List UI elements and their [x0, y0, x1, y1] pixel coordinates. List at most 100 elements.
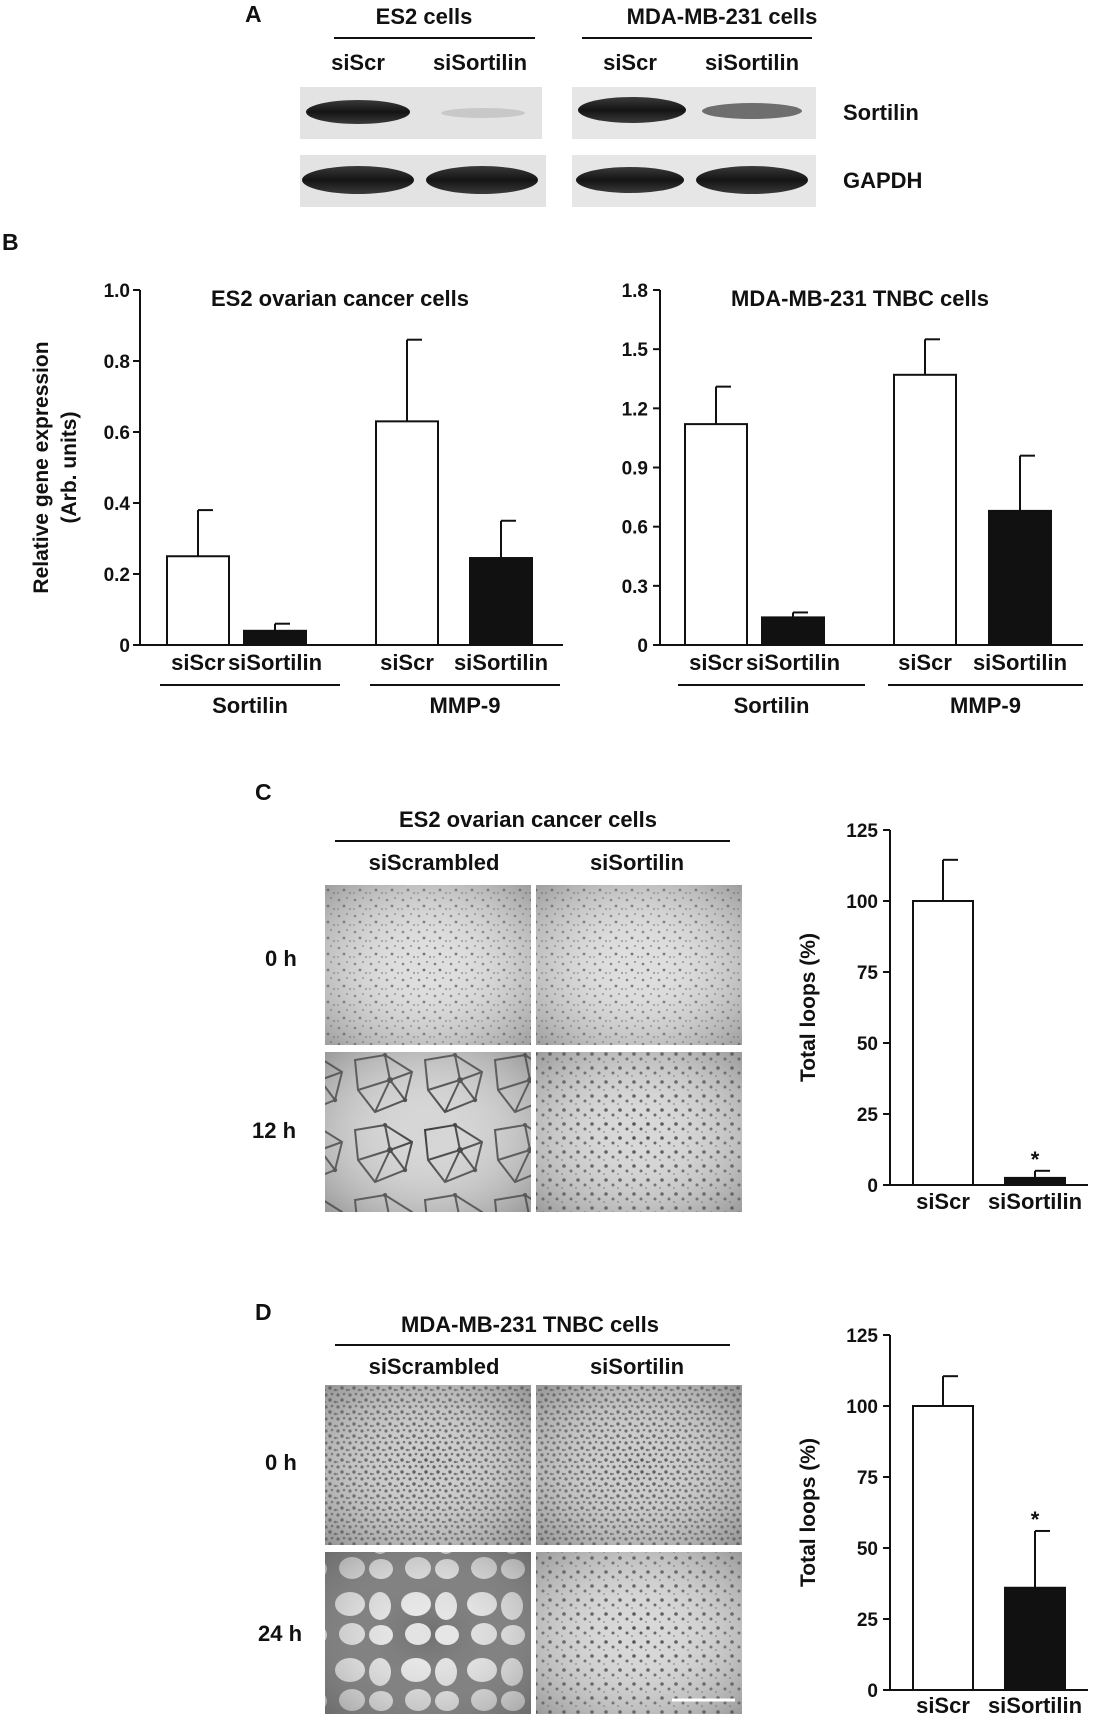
x-category-label: siScr [171, 650, 225, 675]
micrograph-vignette [325, 1552, 531, 1714]
y-tick-label: 50 [857, 1034, 878, 1055]
blot-group-es2: ES2 cells [376, 4, 473, 29]
bar [893, 373, 957, 646]
micrograph-row-label: 24 h [258, 1621, 302, 1646]
x-category-label: siScr [689, 650, 743, 675]
y-tick-label: 0.6 [622, 518, 648, 539]
micrograph-column-label: siScrambled [369, 1354, 500, 1379]
blot-band [426, 166, 538, 194]
y-tick-label: 0.3 [622, 577, 648, 598]
x-category-label: siScr [916, 1693, 970, 1714]
y-tick-label: 75 [857, 1468, 879, 1489]
blot-protein-gapdh: GAPDH [843, 168, 922, 193]
bar [684, 423, 748, 646]
bar [166, 555, 230, 646]
micrograph-column-label: siScrambled [369, 850, 500, 875]
y-tick-label: 1.0 [104, 281, 130, 302]
western-blot-panel: ES2 cells MDA-MB-231 cells siScr siSorti… [300, 4, 922, 207]
micrograph-vignette [325, 885, 531, 1045]
blot-lane-label: siSortilin [705, 50, 799, 75]
y-tick-label: 0.6 [104, 423, 130, 444]
micrograph-vignette [536, 1552, 742, 1714]
micrograph-panel-c: ES2 ovarian cancer cells siScrambled siS… [252, 807, 742, 1212]
y-tick-label: 0.8 [104, 352, 130, 373]
y-tick-label: 100 [846, 1397, 878, 1418]
y-tick-label: 25 [857, 1610, 879, 1631]
x-category-label: siSortilin [746, 650, 840, 675]
panel-letter-b: B [2, 229, 19, 255]
y-tick-label: 1.8 [622, 281, 648, 302]
y-tick-label: 0.2 [104, 565, 130, 586]
y-tick-label: 125 [846, 1326, 878, 1347]
chart-title: ES2 ovarian cancer cells [211, 286, 469, 311]
y-axis-label: Relative gene expression [30, 341, 53, 593]
micrograph-vignette [325, 1385, 531, 1545]
y-tick-label: 25 [857, 1105, 879, 1126]
significance-marker: * [1031, 1147, 1040, 1172]
x-category-label: siSortilin [973, 650, 1067, 675]
x-category-label: siSortilin [988, 1189, 1082, 1214]
y-tick-label: 0 [637, 636, 648, 657]
y-tick-label: 1.2 [622, 399, 648, 420]
y-axis-label: (Arb. units) [58, 412, 81, 524]
chart-mda-gene-expression: 0 0.3 0.6 0.9 1.2 1.5 1.8 MDA-MB-231 TNBC cells… [622, 281, 1083, 718]
blot-lane-label: siScr [603, 50, 657, 75]
y-tick-label: 0 [119, 636, 130, 657]
panel-letter-d: D [255, 1299, 272, 1325]
micrograph-row-label: 12 h [252, 1118, 296, 1143]
micrograph-title: MDA-MB-231 TNBC cells [401, 1312, 659, 1337]
x-category-label: siScr [898, 650, 952, 675]
micrograph-vignette [536, 1385, 742, 1545]
y-axis-label: Total loops (%) [797, 1438, 820, 1587]
chart-title: MDA-MB-231 TNBC cells [731, 286, 989, 311]
y-tick-label: 100 [846, 892, 878, 913]
bar [912, 900, 974, 1186]
x-group-label: Sortilin [734, 693, 810, 718]
y-tick-label: 50 [857, 1539, 878, 1560]
blot-lane-label: siScr [331, 50, 385, 75]
x-category-label: siScr [380, 650, 434, 675]
micrograph-row-label: 0 h [265, 1450, 297, 1475]
blot-band [578, 97, 686, 123]
micrograph-title: ES2 ovarian cancer cells [399, 807, 657, 832]
blot-band [576, 167, 684, 193]
bar [912, 1405, 974, 1691]
chart-mda-total-loops: 0 25 50 75 100 125 Total loops (%) siScr siSorti… [797, 1326, 1088, 1714]
y-tick-label: 0.4 [104, 494, 131, 515]
blot-band [302, 166, 414, 194]
bar [375, 420, 439, 646]
x-category-label: siSortilin [988, 1693, 1082, 1714]
x-group-label: Sortilin [212, 693, 288, 718]
micrograph-vignette [536, 885, 742, 1045]
bar [243, 629, 307, 646]
micrograph-column-label: siSortilin [590, 1354, 684, 1379]
x-group-label: MMP-9 [950, 693, 1021, 718]
blot-band [696, 166, 808, 194]
bar [1004, 1176, 1066, 1187]
micrograph-vignette [536, 1052, 742, 1212]
bar [1004, 1586, 1066, 1692]
blot-group-mda: MDA-MB-231 cells [627, 4, 818, 29]
significance-marker: * [1031, 1507, 1040, 1532]
y-tick-label: 125 [846, 821, 878, 842]
y-tick-label: 0 [867, 1681, 878, 1702]
chart-es2-total-loops: 0 25 50 75 100 125 Total loops (%) siScr siSorti… [797, 821, 1088, 1214]
blot-band [306, 100, 410, 124]
micrograph-column-label: siSortilin [590, 850, 684, 875]
bar [988, 509, 1052, 646]
x-category-label: siSortilin [228, 650, 322, 675]
micrograph-panel-d: MDA-MB-231 TNBC cells siScrambled siSort… [258, 1312, 742, 1714]
micrograph-vignette [325, 1052, 531, 1212]
panel-letter-a: A [245, 1, 262, 27]
blot-lane-label: siSortilin [433, 50, 527, 75]
panel-letter-c: C [255, 779, 272, 805]
blot-band [702, 103, 802, 119]
y-tick-label: 75 [857, 963, 879, 984]
blot-protein-sortilin: Sortilin [843, 100, 919, 125]
x-category-label: siSortilin [454, 650, 548, 675]
blot-band [441, 108, 525, 118]
bar [761, 616, 825, 647]
y-tick-label: 0.9 [622, 459, 648, 480]
bar [469, 557, 533, 647]
